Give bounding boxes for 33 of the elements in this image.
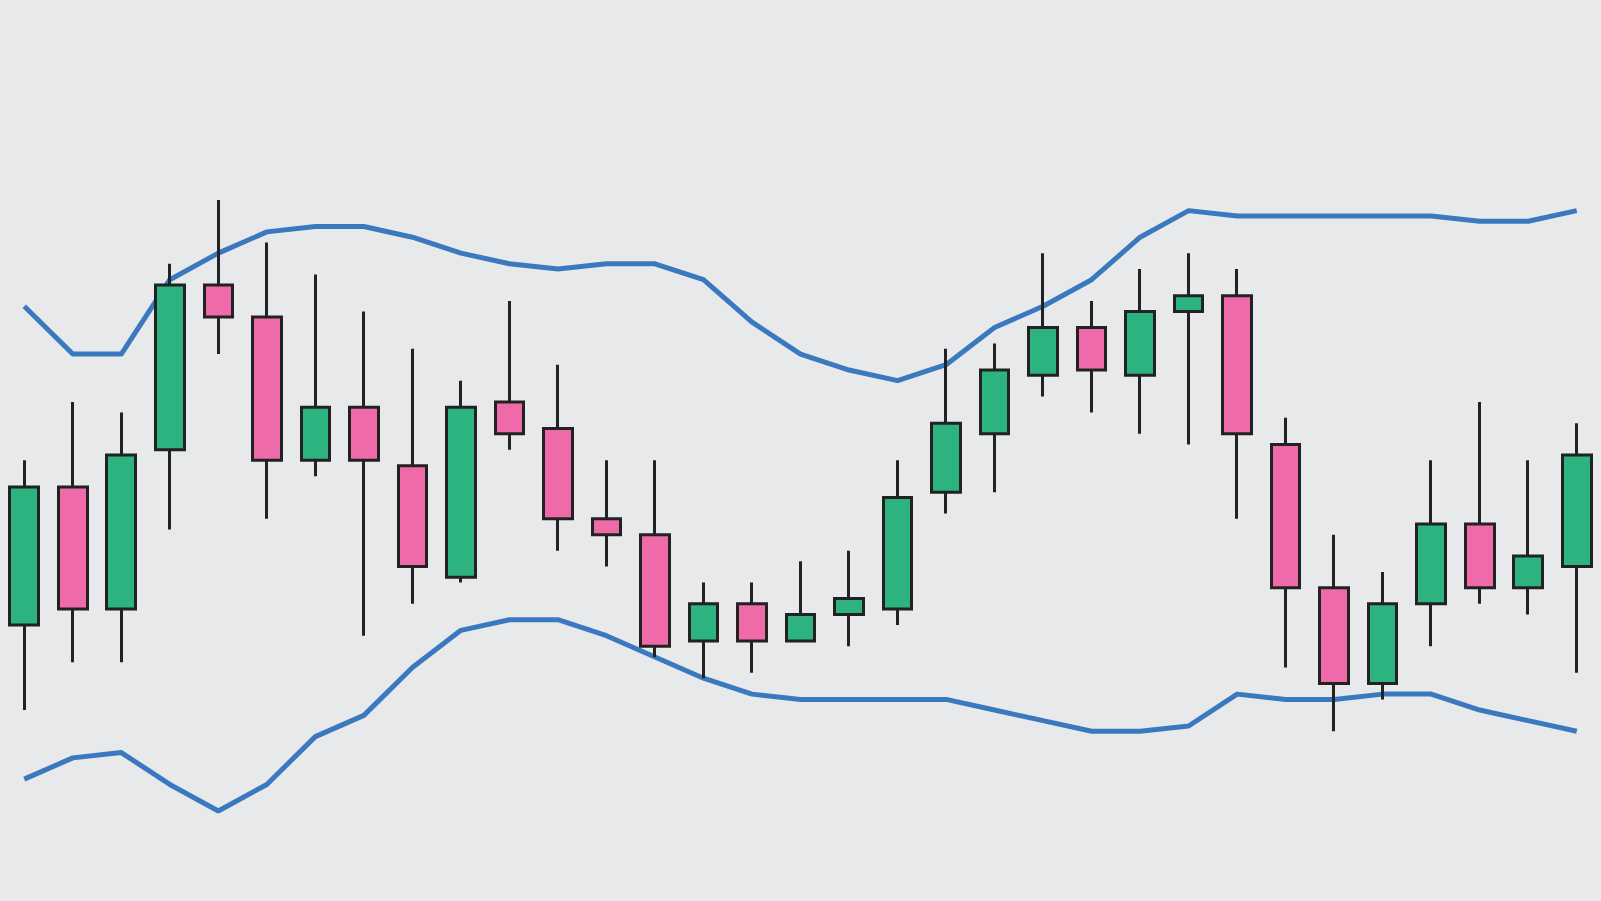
candlestick <box>300 274 331 477</box>
candlestick <box>445 380 477 583</box>
candlestick <box>1221 269 1253 519</box>
candlestick <box>591 460 622 567</box>
candlestick <box>8 460 40 711</box>
candlestick <box>348 311 380 636</box>
candlestick <box>1367 571 1398 700</box>
candlestick <box>979 343 1010 493</box>
candlestick <box>1512 460 1544 615</box>
candlestick <box>1318 534 1350 732</box>
candlestick <box>494 300 525 450</box>
candlestick <box>1173 253 1204 445</box>
candlestick <box>1415 460 1447 647</box>
candlestick <box>251 242 283 519</box>
candlestick <box>833 550 865 647</box>
candlestick <box>1124 269 1156 434</box>
candlestick <box>785 561 816 643</box>
candlestick <box>1561 423 1593 673</box>
candlestick <box>882 460 913 626</box>
candlestick <box>1027 253 1059 397</box>
candlestick <box>1270 417 1301 668</box>
candlestick <box>1076 300 1107 413</box>
candlestick <box>930 348 962 514</box>
candlestick <box>1464 401 1496 604</box>
candlestick <box>397 348 428 604</box>
candlestick <box>57 401 89 663</box>
candlestick <box>639 460 671 657</box>
candlestick <box>688 582 719 679</box>
candlestick <box>542 364 574 551</box>
candlestick <box>154 263 186 530</box>
candlestick <box>105 412 137 663</box>
candlestick <box>203 200 234 355</box>
candlestick <box>736 582 768 673</box>
